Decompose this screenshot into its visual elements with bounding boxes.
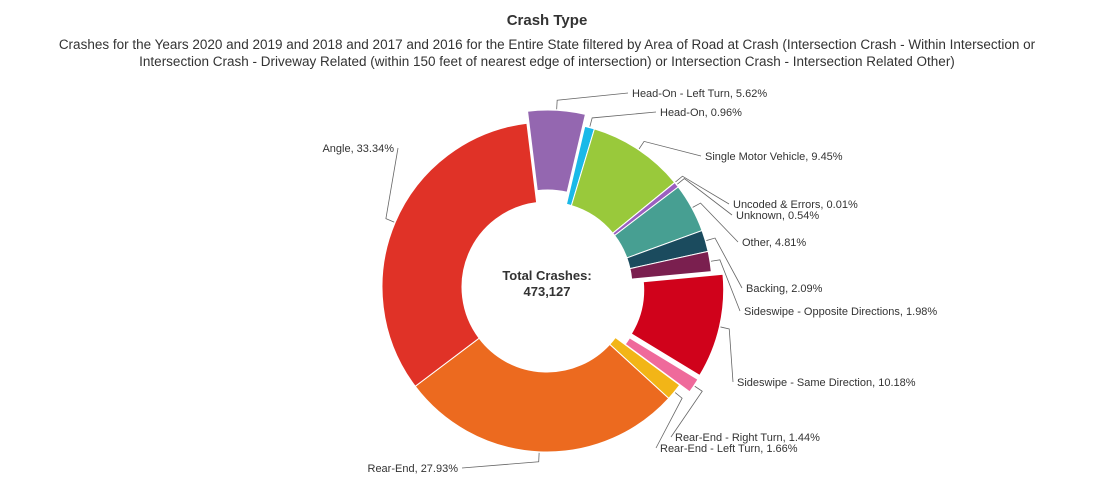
slice-head-on-left-turn[interactable] [526, 109, 587, 193]
slice-sideswipe-opposite-directions[interactable] [629, 250, 712, 280]
connector-rear-end-right-turn [670, 385, 703, 438]
slice-labels: Head-On - Left Turn, 5.62% Head-On, 0.96%… [322, 88, 937, 475]
label-rear-end: Rear-End, 27.93% [368, 463, 459, 475]
chart-subtitle-line-1: Crashes for the Years 2020 and 2019 and … [58, 37, 1036, 52]
connector-angle [385, 147, 399, 223]
label-single-motor-vehicle: Single Motor Vehicle, 9.45% [705, 151, 843, 163]
connector-rear-end-left-turn [655, 392, 683, 449]
label-backing: Backing, 2.09% [746, 283, 823, 295]
connector-sideswipe-same-direction [720, 326, 734, 383]
connector-sideswipe-opposite-directions [710, 259, 741, 312]
label-other: Other, 4.81% [742, 237, 806, 249]
connector-backing [706, 237, 743, 289]
connector-single-motor-vehicle [638, 140, 702, 157]
label-head-on: Head-On, 0.96% [660, 107, 742, 119]
connector-head-on-left-turn [556, 92, 629, 110]
chart-subtitle-line-2: Intersection Crash - Driveway Related (w… [139, 54, 955, 69]
connector-head-on [589, 111, 657, 127]
connector-uncoded-and-errors [675, 175, 730, 205]
slice-angle[interactable] [381, 122, 538, 388]
label-head-on-left-turn: Head-On - Left Turn, 5.62% [632, 88, 767, 100]
connector-other [692, 202, 739, 243]
label-rear-end-left-turn: Rear-End - Left Turn, 1.66% [660, 443, 798, 455]
label-unknown: Unknown, 0.54% [736, 210, 819, 222]
donut-slices [381, 109, 725, 453]
slice-rear-end-right-turn[interactable] [624, 337, 699, 393]
center-label: Total Crashes: [502, 268, 591, 283]
slice-sideswipe-same-direction[interactable] [630, 273, 725, 377]
slice-rear-end[interactable] [414, 337, 670, 453]
chart-title: Crash Type [506, 12, 588, 29]
label-angle: Angle, 33.34% [322, 143, 394, 155]
label-sideswipe-opposite-directions: Sideswipe - Opposite Directions, 1.98% [744, 306, 937, 318]
label-connectors [385, 92, 743, 469]
label-rear-end-right-turn: Rear-End - Right Turn, 1.44% [675, 432, 820, 444]
chart-subtitle: Crashes for the Years 2020 and 2019 and … [12, 36, 1082, 70]
label-uncoded-and-errors: Uncoded & Errors, 0.01% [733, 199, 858, 211]
connector-rear-end [461, 452, 540, 469]
label-sideswipe-same-direction: Sideswipe - Same Direction, 10.18% [737, 377, 916, 389]
connector-unknown [677, 178, 733, 216]
center-value: 473,127 [524, 284, 571, 299]
